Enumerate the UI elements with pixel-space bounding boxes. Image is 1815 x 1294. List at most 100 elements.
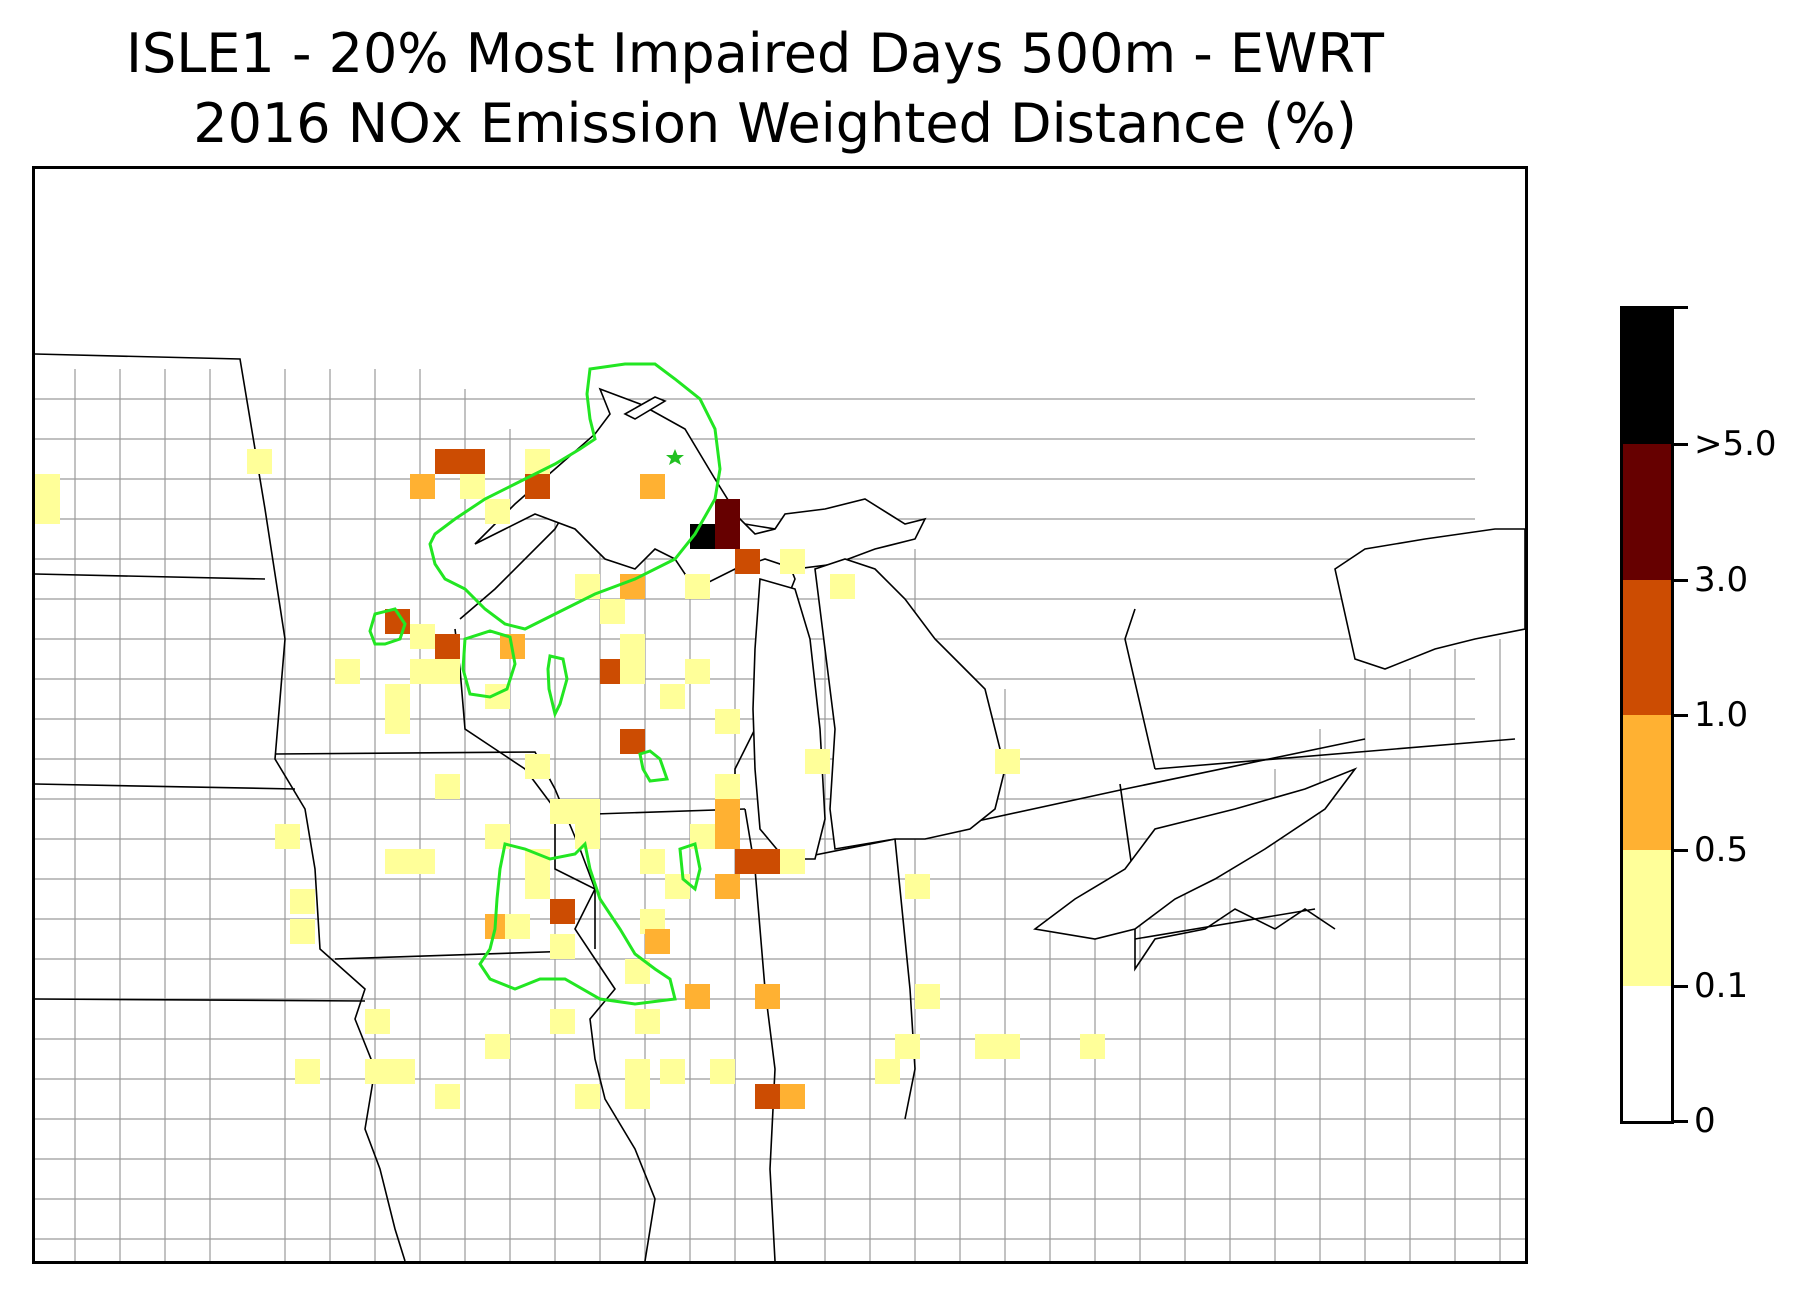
emission-cell [575,574,600,599]
emission-cell [625,1084,650,1109]
emission-cell [35,499,60,524]
great-lakes-shorelines [474,387,1525,940]
emission-cell [755,1084,780,1109]
emission-cell [995,749,1020,774]
colorbar-segment [1623,309,1671,445]
emission-cell [875,1059,900,1084]
colorbar-segment [1623,579,1671,715]
emission-cell [830,574,855,599]
emission-cell [660,684,685,709]
emission-cell [550,799,575,824]
emission-cell [410,624,435,649]
colorbar [1620,306,1674,1124]
emission-cell [525,874,550,899]
emission-cell [640,474,665,499]
emission-cell [435,1084,460,1109]
emission-cell [645,929,670,954]
emission-cell [365,1059,390,1084]
colorbar-segment [1623,850,1671,986]
emission-cell [995,1034,1020,1059]
colorbar-tick [1674,306,1688,309]
emission-cell [685,574,710,599]
emission-cell [620,729,645,754]
contour-lines [368,362,722,1006]
emission-cell [525,449,550,474]
emission-cell [735,549,760,574]
colorbar-tick [1674,849,1688,853]
emission-cell [460,474,485,499]
emission-cell [335,659,360,684]
emission-cell [410,659,435,684]
emission-cell [635,1009,660,1034]
emission-cell [895,1034,920,1059]
emission-cell [715,874,740,899]
emission-cell [275,824,300,849]
colorbar-tick [1674,443,1688,447]
emission-cell [715,499,740,524]
emission-cell [550,934,575,959]
map-panel [32,166,1528,1264]
star-icon [666,449,684,465]
emission-cell [575,1084,600,1109]
emission-cell [715,524,740,549]
emission-cell [460,449,485,474]
emission-cell [715,709,740,734]
emission-cell [625,1059,650,1084]
emission-cell [385,684,410,709]
emission-cell [35,474,60,499]
emission-cell [710,1059,735,1084]
emission-cell [525,754,550,779]
emission-cell [385,709,410,734]
colorbar-segment [1623,715,1671,851]
emission-cell [715,774,740,799]
emission-cell [290,919,315,944]
emission-cell [485,1034,510,1059]
colorbar-label: 0.5 [1694,830,1749,871]
emission-cell [435,774,460,799]
emission-cell [435,634,460,659]
colorbar-label: 0 [1694,1101,1716,1141]
emission-cell [660,1059,685,1084]
map-canvas [35,353,1525,1261]
emission-cell [665,874,690,899]
emission-cell [385,849,410,874]
emission-cell [600,599,625,624]
emission-cell [410,849,435,874]
emission-cell [685,659,710,684]
emission-cell [410,474,435,499]
emission-cell [365,1009,390,1034]
colorbar-tick [1674,984,1688,988]
emission-cell [295,1059,320,1084]
colorbar-label: >5.0 [1694,424,1777,465]
colorbar-segment [1623,985,1671,1121]
emission-cell [755,984,780,1009]
colorbar-tick [1674,1120,1688,1123]
emission-cell [780,849,805,874]
emission-cell [715,799,740,824]
emission-cell [575,824,600,849]
map-title-line-1: ISLE1 - 20% Most Impaired Days 500m - EW… [126,22,1384,85]
emission-cell [290,889,315,914]
emission-cell [485,499,510,524]
emission-cell [640,849,665,874]
emission-cell [550,1009,575,1034]
emission-cell [685,984,710,1009]
map-title-line-2: 2016 NOx Emission Weighted Distance (%) [193,92,1357,155]
colorbar-label: 0.1 [1694,965,1749,1006]
emission-cell [805,749,830,774]
emission-cell [715,824,740,849]
emission-cell [620,659,645,684]
emission-cell [390,1059,415,1084]
emission-cell [247,449,272,474]
emission-cell [1080,1034,1105,1059]
emission-cell [735,849,760,874]
emission-cell [780,549,805,574]
emission-cell [620,574,645,599]
emission-cell [435,659,460,684]
colorbar-label: 1.0 [1694,695,1749,735]
emission-cell [550,899,575,924]
colorbar-segment [1623,444,1671,580]
emission-cell [435,449,460,474]
emission-cell [780,1084,805,1109]
colorbar-tick [1674,578,1688,582]
